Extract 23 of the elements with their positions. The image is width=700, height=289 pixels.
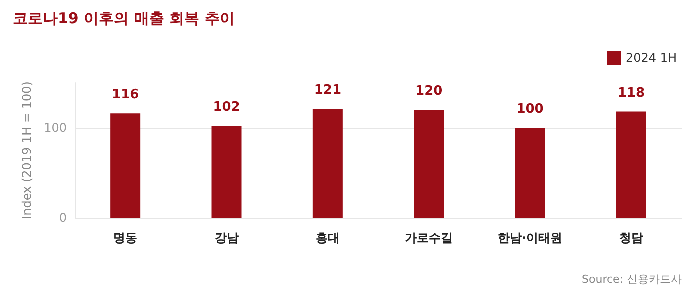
- data-label: 120: [416, 84, 443, 99]
- y-axis-title: Index (2019 1H = 100): [20, 82, 34, 220]
- source-note: Source: 신용카드사: [582, 273, 682, 286]
- x-tick-label: 명동: [114, 231, 138, 245]
- x-tick-label: 강남: [214, 231, 239, 245]
- data-label: 116: [112, 88, 140, 103]
- y-tick-label: 0: [59, 211, 67, 225]
- bar: [110, 114, 141, 218]
- data-label: 118: [618, 86, 645, 101]
- bar: [414, 110, 444, 218]
- x-tick-label: 청담: [619, 231, 644, 245]
- bar: [212, 126, 242, 218]
- x-tick-label: 가로수길: [405, 231, 454, 245]
- bar: [515, 128, 546, 218]
- data-label: 102: [213, 100, 240, 116]
- data-label: 100: [516, 102, 544, 117]
- data-label: 121: [314, 83, 342, 98]
- x-tick-label: 한남·이태원: [498, 231, 563, 245]
- bar: [616, 112, 646, 218]
- legend-label: 2024 1H: [626, 51, 678, 65]
- chart-title: 코로나19 이후의 매출 회복 추이: [13, 10, 235, 28]
- bar: [312, 109, 343, 218]
- x-tick-label: 홍대: [316, 231, 340, 245]
